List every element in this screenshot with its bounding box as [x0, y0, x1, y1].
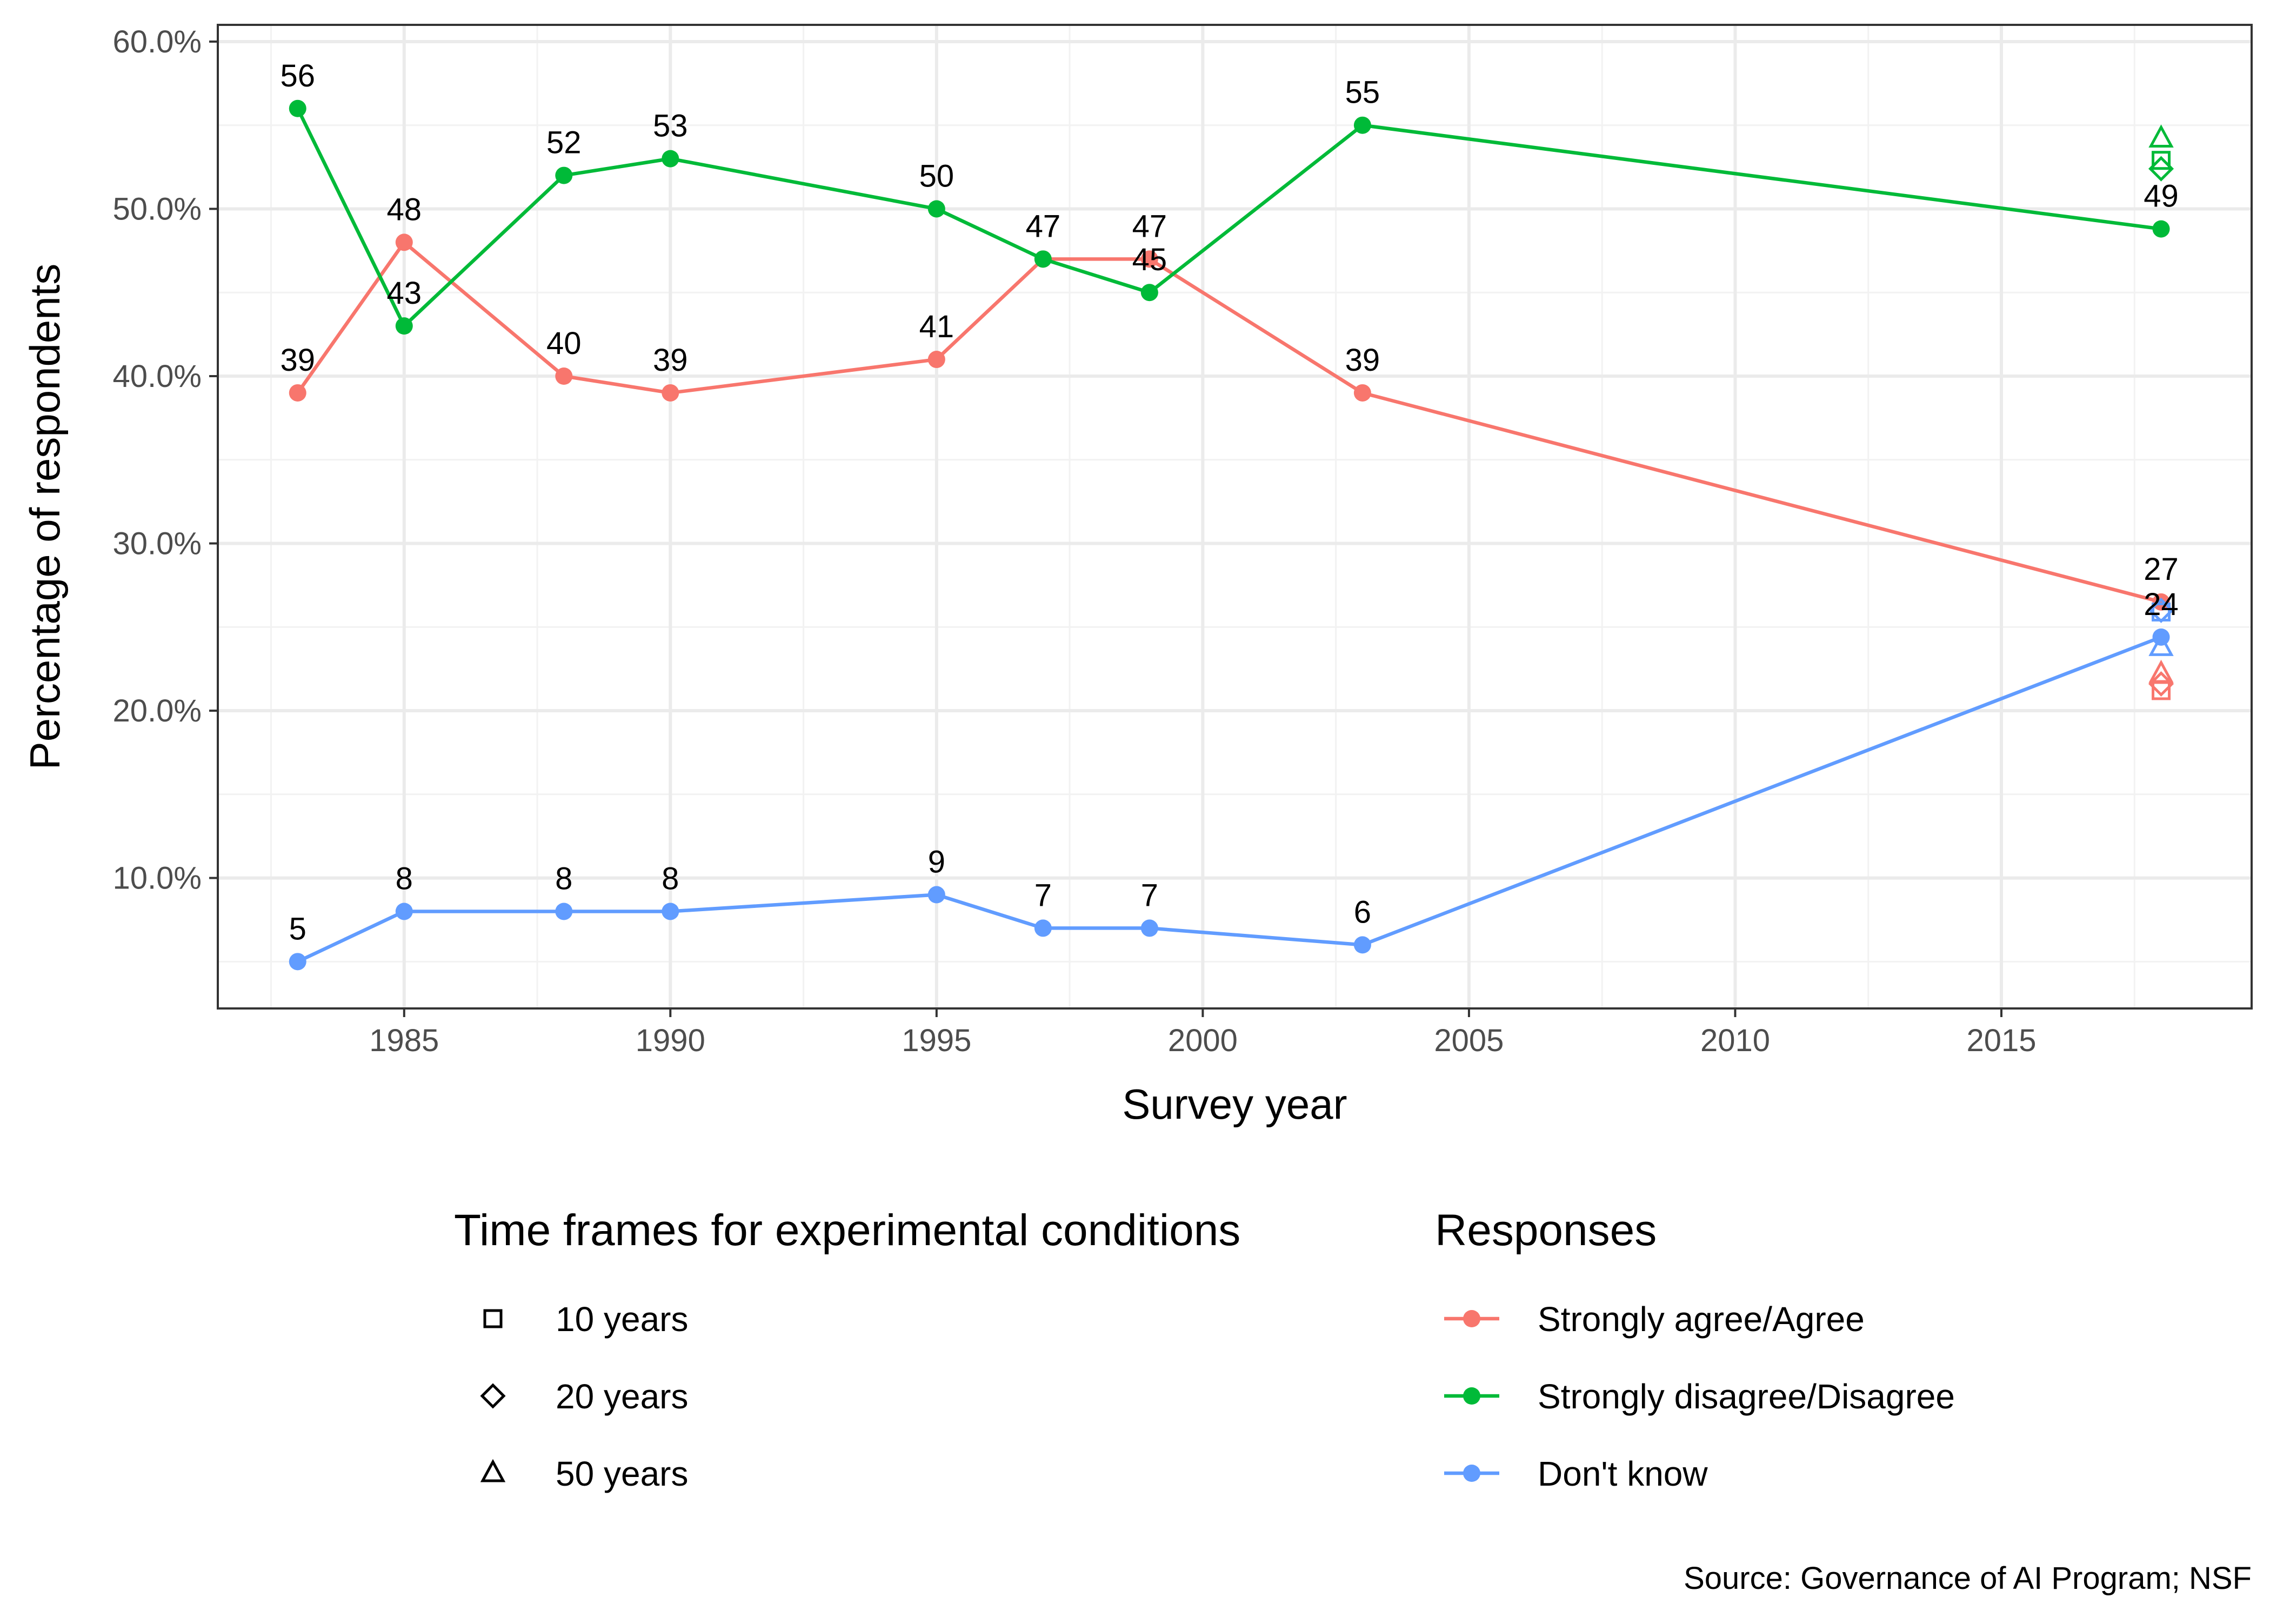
axes: 1985 1990 1995 2000 2005 2010 2015 10.0% 20.0% 30… [113, 24, 2037, 1058]
x-tick-label: 2015 [1966, 1023, 2036, 1058]
data-label: 39 [281, 343, 316, 378]
experimental-point-triangle [2148, 633, 2174, 656]
series-point [1353, 936, 1371, 954]
legend-timeframe-label: 10 years [556, 1300, 688, 1339]
experimental-point-triangle [2148, 659, 2174, 683]
series-point [927, 200, 945, 218]
y-tick-label: 30.0% [113, 526, 202, 562]
x-tick-label: 1990 [636, 1023, 705, 1058]
data-label: 9 [928, 845, 945, 880]
series-point [1140, 250, 1158, 268]
series-point [662, 903, 679, 920]
x-axis-title: Survey year [1122, 1080, 1347, 1128]
series-point [927, 886, 945, 904]
legend-response-label: Strongly agree/Agree [1538, 1300, 1865, 1339]
series-point [555, 166, 573, 184]
legend-key-point [1463, 1310, 1480, 1327]
legend-key-point [1463, 1465, 1480, 1482]
series-point [289, 384, 306, 402]
data-label: 52 [546, 125, 582, 161]
series-point [1140, 284, 1158, 302]
legend-key-diamond [480, 1383, 506, 1409]
data-label: 43 [387, 276, 422, 311]
series-point [2152, 220, 2170, 238]
y-axis-title: Percentage of respondents [21, 264, 69, 770]
legend-timeframes-title: Time frames for experimental conditions [454, 1206, 1240, 1255]
series-point [289, 953, 306, 971]
grid-lines [218, 25, 2252, 1008]
data-label: 53 [653, 109, 688, 144]
y-tick-label: 50.0% [113, 191, 202, 226]
source-caption: Source: Governance of AI Program; NSF [1684, 1561, 2252, 1596]
legend-key-square [483, 1309, 503, 1328]
series-point [395, 903, 413, 920]
y-tick-label: 20.0% [113, 693, 202, 729]
series-point [555, 903, 573, 920]
x-tick-label: 1995 [902, 1023, 971, 1058]
data-label: 8 [396, 861, 413, 896]
data-label: 55 [1345, 75, 1380, 110]
data-label: 49 [2144, 179, 2179, 214]
data-label: 39 [653, 343, 688, 378]
data-label: 45 [1132, 242, 1167, 277]
data-label: 47 [1026, 209, 1061, 244]
experimental-point-diamond [2148, 156, 2174, 182]
experimental-points [2148, 124, 2174, 700]
legend-response-label: Strongly disagree/Disagree [1538, 1377, 1955, 1416]
y-tick-label: 40.0% [113, 359, 202, 394]
legend-timeframe-label: 20 years [556, 1377, 688, 1416]
experimental-point-square [2152, 151, 2171, 170]
data-label: 6 [1354, 894, 1371, 930]
series-point [1034, 919, 1052, 937]
series-point [555, 367, 573, 385]
series-point [2152, 593, 2170, 611]
y-tick-label: 10.0% [113, 861, 202, 896]
x-tick-label: 2005 [1434, 1023, 1504, 1058]
series-point [662, 384, 679, 402]
plot-panel-border [217, 24, 2253, 1010]
data-label: 8 [662, 861, 679, 896]
data-label: 40 [546, 326, 582, 361]
legend-response-label: Don't know [1538, 1454, 1708, 1493]
series-point [1353, 116, 1371, 134]
data-label: 56 [281, 58, 316, 93]
data-label: 24 [2144, 587, 2179, 622]
legend-key-triangle [480, 1459, 506, 1482]
data-label: 50 [919, 158, 954, 193]
data-label: 47 [1132, 209, 1167, 244]
series-point [395, 233, 413, 251]
legend-responses: Responses Strongly agree/Agree Strongly d… [1435, 1206, 1955, 1493]
series-lines [289, 99, 2170, 971]
legend-responses-title: Responses [1435, 1206, 1657, 1255]
data-label: 7 [1034, 878, 1052, 913]
data-label: 39 [1345, 343, 1380, 378]
data-label: 27 [2144, 552, 2179, 587]
series-point [289, 99, 306, 117]
data-label: 41 [919, 309, 954, 344]
x-tick-label: 1985 [369, 1023, 439, 1058]
y-tick-label: 60.0% [113, 24, 202, 59]
data-label: 47 [1026, 209, 1061, 244]
data-label: 5 [289, 911, 306, 946]
series-point [1034, 250, 1052, 268]
series-point [1140, 919, 1158, 937]
data-label: 8 [555, 861, 572, 896]
data-label: 48 [387, 192, 422, 227]
series-point [395, 317, 413, 335]
legend-timeframes: Time frames for experimental conditions … [454, 1206, 1240, 1493]
legend-timeframe-label: 50 years [556, 1454, 688, 1493]
x-tick-label: 2010 [1700, 1023, 1770, 1058]
experimental-point-triangle [2148, 124, 2174, 148]
series-point [927, 351, 945, 369]
x-tick-label: 2000 [1168, 1023, 1238, 1058]
series-point [1353, 384, 1371, 402]
experimental-point-diamond [2148, 597, 2174, 623]
legend-key-point [1463, 1387, 1480, 1405]
series-point [662, 150, 679, 168]
data-label: 7 [1141, 878, 1158, 913]
